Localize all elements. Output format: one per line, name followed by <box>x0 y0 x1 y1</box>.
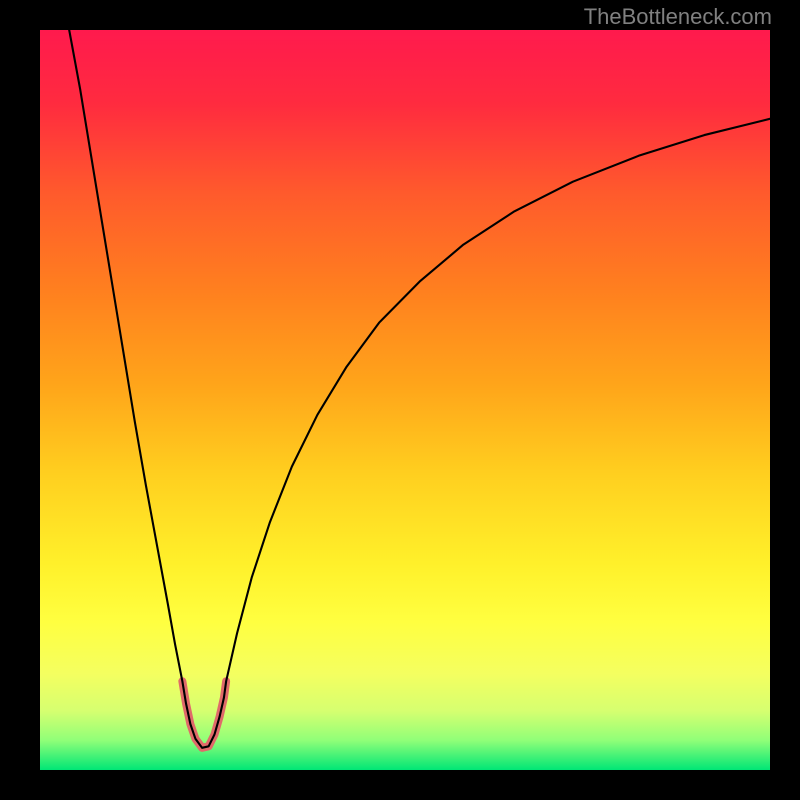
watermark-text: TheBottleneck.com <box>584 4 772 30</box>
image-root: TheBottleneck.com <box>0 0 800 800</box>
background-gradient <box>40 30 770 770</box>
chart-plot-area <box>40 30 770 770</box>
